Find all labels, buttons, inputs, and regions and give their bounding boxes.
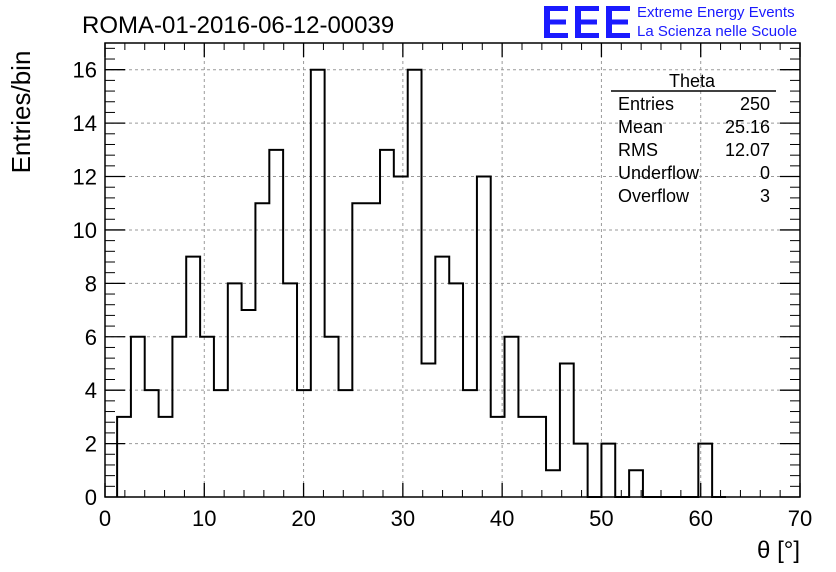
- logo-line-2: La Scienza nelle Scuole: [637, 23, 798, 40]
- stats-label-mean: Mean: [618, 117, 663, 137]
- x-tick-label: 0: [99, 506, 111, 531]
- stats-value-entries: 250: [740, 94, 770, 114]
- y-tick-label: 12: [73, 165, 97, 190]
- stats-value-mean: 25.16: [725, 117, 770, 137]
- y-tick-label: 4: [85, 378, 97, 403]
- eee-logo-mark: [544, 6, 630, 38]
- stats-value-underflow: 0: [760, 163, 770, 183]
- logo-line-1: Extreme Energy Events: [637, 4, 795, 21]
- y-tick-label: 6: [85, 325, 97, 350]
- stats-label-entries: Entries: [618, 94, 674, 114]
- stats-title: Theta: [669, 71, 716, 91]
- y-tick-label: 2: [85, 432, 97, 457]
- x-tick-label: 10: [192, 506, 216, 531]
- x-tick-label: 20: [291, 506, 315, 531]
- y-axis-label: Entries/bin: [6, 51, 36, 174]
- stats-value-overflow: 3: [760, 186, 770, 206]
- stats-box: Theta Entries 250 Mean 25.16 RMS 12.07 U…: [611, 71, 776, 206]
- stats-value-rms: 12.07: [725, 140, 770, 160]
- plot-frame: [104, 42, 801, 498]
- y-tick-label: 14: [73, 111, 97, 136]
- y-tick-label: 0: [85, 485, 97, 510]
- y-tick-label: 8: [85, 271, 97, 296]
- stats-label-overflow: Overflow: [618, 186, 690, 206]
- x-tick-label: 30: [391, 506, 415, 531]
- x-axis-ticks: 0 10 20 30 40 50 60 70: [99, 43, 812, 531]
- x-tick-label: 40: [490, 506, 514, 531]
- x-tick-label: 60: [688, 506, 712, 531]
- x-tick-label: 50: [589, 506, 613, 531]
- eee-logo-caption: Extreme Energy Events La Scienza nelle S…: [637, 3, 797, 41]
- y-axis-ticks: 0 2 4 6 8 10 12 14 16: [73, 47, 800, 510]
- x-axis-label: θ [°]: [757, 537, 800, 564]
- stats-label-underflow: Underflow: [618, 163, 700, 183]
- stats-label-rms: RMS: [618, 140, 658, 160]
- histogram-series: [116, 68, 727, 498]
- y-tick-label: 16: [73, 58, 97, 83]
- chart-title: ROMA-01-2016-06-12-00039: [82, 12, 394, 39]
- x-tick-label: 70: [788, 506, 812, 531]
- eee-logo: [542, 2, 634, 42]
- grid-lines: [105, 43, 800, 497]
- y-tick-label: 10: [73, 218, 97, 243]
